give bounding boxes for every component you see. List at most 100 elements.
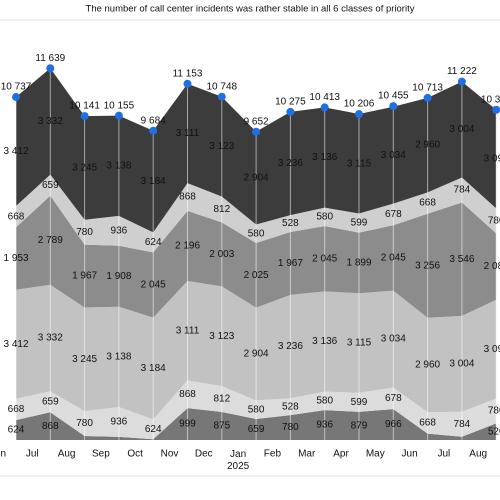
total-label: 10 713	[412, 82, 443, 93]
data-label: 2 045	[312, 253, 337, 264]
data-label: 868	[179, 192, 196, 203]
total-point	[183, 79, 192, 88]
data-label: 668	[419, 198, 436, 209]
data-label: 3 138	[106, 351, 131, 362]
data-label: 936	[111, 417, 128, 428]
data-label: 879	[351, 421, 368, 432]
total-label: 10 340	[481, 94, 500, 105]
total-point	[423, 93, 432, 102]
total-point	[492, 105, 500, 114]
total-point	[457, 77, 466, 86]
x-tick-label: Jul	[26, 449, 39, 460]
x-tick-label: Nov	[161, 449, 179, 460]
data-label: 678	[385, 209, 402, 220]
data-label: 520	[488, 426, 500, 437]
data-label: 3 115	[347, 338, 372, 349]
data-label: 3 256	[415, 260, 440, 271]
data-label: 780	[488, 216, 500, 227]
total-point	[286, 107, 295, 116]
total-label: 10 748	[207, 81, 238, 92]
data-label: 580	[248, 404, 265, 415]
data-label: 3 245	[72, 163, 97, 174]
data-label: 1 899	[346, 258, 371, 269]
data-label: 936	[111, 225, 128, 236]
total-label: 10 737	[1, 82, 32, 93]
x-tick-label-line: Jan	[230, 449, 246, 460]
data-label: 3 245	[72, 354, 97, 365]
data-label: 3 236	[278, 158, 303, 169]
data-label: 659	[248, 424, 265, 435]
data-label: 3 332	[38, 333, 63, 344]
data-label: 3 412	[3, 146, 28, 157]
data-label: 599	[351, 397, 368, 408]
total-point	[12, 93, 20, 102]
data-label: 3 123	[209, 141, 234, 152]
x-tick-label: Jan 2025	[227, 449, 250, 472]
x-tick-label-line: 2025	[227, 461, 250, 472]
data-label: 580	[248, 228, 265, 239]
total-point	[355, 110, 363, 119]
x-tick-label: Mar	[298, 449, 316, 460]
x-tick-label: Sep	[92, 449, 110, 460]
data-label: 668	[419, 418, 436, 429]
data-label: 966	[385, 419, 402, 430]
data-label: 3 332	[38, 116, 63, 127]
total-label: 10 155	[104, 100, 135, 111]
x-tick-label: Dec	[195, 449, 213, 460]
data-label: 3 123	[209, 331, 234, 342]
data-label: 2 080	[484, 261, 500, 272]
data-label: 2 960	[415, 360, 440, 371]
area-layer	[16, 174, 497, 253]
x-tick-label: Aug	[58, 449, 76, 460]
x-tick-label: Jun	[0, 449, 6, 460]
data-label: 624	[8, 425, 25, 436]
total-point	[149, 126, 158, 135]
data-label: 3 184	[141, 363, 166, 374]
data-label: 3 136	[312, 152, 337, 163]
data-label: 3 004	[449, 124, 474, 135]
x-tick-label: Jun	[402, 449, 418, 460]
data-label: 659	[42, 180, 59, 191]
data-label: 3 236	[278, 341, 303, 352]
data-label: 580	[316, 211, 333, 222]
data-label: 3 004	[449, 358, 474, 369]
data-label: 580	[316, 395, 333, 406]
data-label: 3 138	[106, 160, 131, 171]
data-label: 3 115	[347, 158, 372, 169]
total-label: 11 639	[35, 53, 65, 64]
data-label: 1 908	[106, 271, 131, 282]
data-label: 2 789	[38, 235, 63, 246]
data-label: 678	[385, 393, 402, 404]
data-label: 668	[8, 404, 25, 415]
data-label: 1 967	[278, 258, 303, 269]
total-point	[320, 103, 329, 112]
data-label: 780	[76, 227, 93, 238]
x-tick-label: Feb	[264, 449, 282, 460]
data-label: 780	[488, 406, 500, 417]
data-label: 784	[454, 419, 471, 430]
data-label: 3 034	[381, 334, 406, 345]
total-label: 10 206	[344, 99, 375, 110]
data-label: 936	[316, 420, 333, 431]
data-label: 875	[213, 421, 230, 432]
total-label: 9 652	[244, 116, 269, 127]
total-label: 10 141	[69, 101, 100, 112]
data-label: 3 111	[176, 325, 200, 336]
data-label: 2 960	[415, 140, 440, 151]
data-label: 2 904	[244, 173, 269, 184]
total-point	[252, 127, 261, 136]
data-label: 868	[179, 389, 196, 400]
data-label: 528	[282, 218, 299, 229]
x-tick-label: Jul	[438, 449, 451, 460]
data-label: 812	[213, 204, 230, 215]
data-label: 3 034	[381, 150, 406, 161]
data-label: 868	[42, 421, 59, 432]
data-label: 3 184	[141, 176, 166, 187]
data-label: 668	[8, 211, 25, 222]
data-label: 2 025	[244, 270, 269, 281]
total-label: 10 413	[309, 92, 340, 103]
total-label: 10 455	[378, 91, 409, 102]
total-point	[217, 92, 226, 101]
data-label: 2 904	[244, 349, 269, 360]
